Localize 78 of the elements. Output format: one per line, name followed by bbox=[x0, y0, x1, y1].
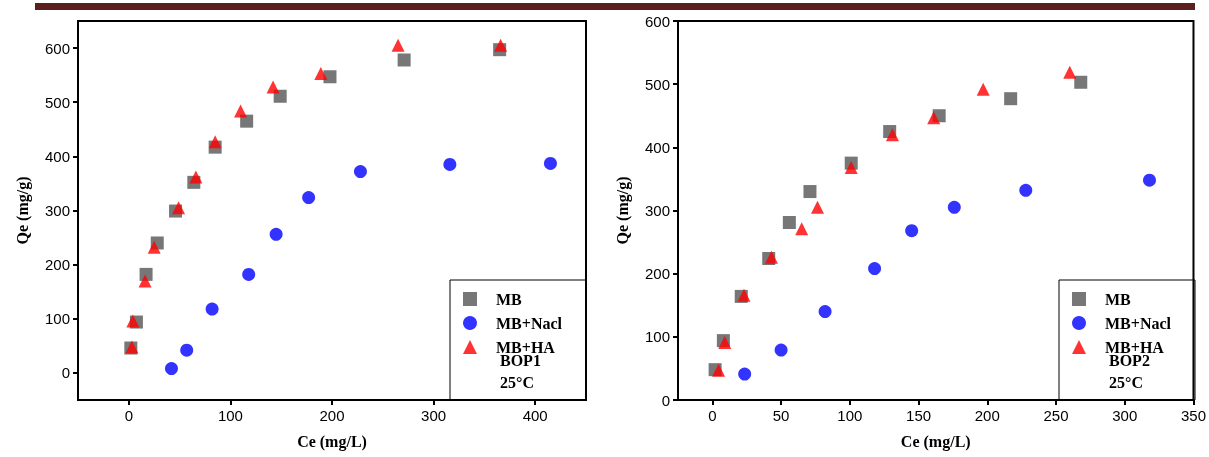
point bbox=[795, 222, 809, 236]
point bbox=[1143, 173, 1156, 187]
point bbox=[927, 111, 941, 125]
y-tick-label: 600 bbox=[644, 12, 670, 30]
point bbox=[1063, 65, 1077, 79]
y-tick-label: 300 bbox=[644, 202, 670, 219]
x-tick-label: 350 bbox=[1180, 407, 1206, 424]
y-tick-label: 200 bbox=[44, 256, 70, 274]
y-tick-label: 500 bbox=[644, 75, 670, 93]
legend-label: MB bbox=[1105, 290, 1132, 308]
point bbox=[868, 262, 882, 276]
point bbox=[494, 38, 508, 52]
point bbox=[180, 343, 194, 357]
point bbox=[712, 363, 726, 377]
point bbox=[269, 227, 283, 241]
point bbox=[353, 165, 367, 179]
x-tick-label: 300 bbox=[1112, 407, 1138, 424]
point bbox=[976, 82, 990, 96]
y-tick-label: 100 bbox=[644, 328, 670, 346]
x-tick-label: 150 bbox=[906, 407, 932, 424]
point bbox=[189, 170, 203, 184]
point bbox=[314, 67, 328, 81]
legend-label: MB+HA bbox=[496, 338, 556, 356]
point bbox=[818, 305, 832, 319]
x-tick-label: 200 bbox=[319, 407, 345, 424]
point bbox=[811, 200, 825, 214]
point bbox=[543, 156, 557, 170]
point bbox=[1019, 183, 1033, 197]
x-tick-label: 300 bbox=[421, 407, 447, 424]
point bbox=[774, 343, 788, 357]
point bbox=[164, 362, 178, 376]
point bbox=[782, 216, 796, 229]
point bbox=[844, 161, 858, 175]
y-axis-title: Qe (mg/g) bbox=[613, 176, 632, 245]
y-tick-label: 100 bbox=[44, 310, 70, 328]
point bbox=[242, 267, 256, 281]
point bbox=[947, 200, 961, 214]
y-axis-title: Qe (mg/g) bbox=[13, 176, 32, 245]
legend-label: MB+Nacl bbox=[496, 314, 563, 332]
point bbox=[240, 114, 254, 128]
annotation: 25°C bbox=[1109, 373, 1143, 391]
y-tick-label: 600 bbox=[44, 39, 70, 57]
y-tick-label: 0 bbox=[661, 391, 670, 409]
legend-label: MB+HA bbox=[1105, 338, 1165, 356]
x-tick-label: 100 bbox=[217, 407, 243, 424]
y-tick-label: 400 bbox=[644, 138, 670, 156]
point bbox=[391, 38, 405, 52]
annotation: 25°C bbox=[500, 373, 534, 391]
point bbox=[302, 191, 316, 204]
legend-label: MB+Nacl bbox=[1105, 314, 1172, 332]
point bbox=[1074, 75, 1088, 89]
y-tick-label: 400 bbox=[44, 147, 70, 165]
point bbox=[234, 104, 248, 118]
x-axis-title: Ce (mg/L) bbox=[297, 432, 367, 451]
point bbox=[397, 53, 411, 67]
point bbox=[803, 185, 817, 199]
point bbox=[147, 240, 161, 254]
point bbox=[208, 135, 222, 149]
point bbox=[266, 80, 280, 94]
y-tick-label: 200 bbox=[644, 265, 670, 283]
x-tick-label: 0 bbox=[124, 407, 133, 424]
x-tick-label: 400 bbox=[522, 407, 548, 424]
point bbox=[1004, 92, 1018, 106]
point bbox=[905, 224, 919, 238]
point bbox=[738, 367, 752, 381]
point bbox=[443, 157, 457, 171]
legend-label: MB bbox=[496, 290, 523, 308]
y-tick-label: 500 bbox=[44, 93, 70, 111]
x-tick-label: 250 bbox=[1043, 407, 1069, 424]
x-tick-label: 0 bbox=[708, 407, 717, 424]
x-axis-title: Ce (mg/L) bbox=[900, 432, 971, 451]
point bbox=[138, 274, 152, 288]
y-tick-label: 0 bbox=[61, 364, 70, 382]
x-tick-label: 50 bbox=[772, 407, 790, 424]
x-tick-label: 100 bbox=[837, 407, 863, 424]
y-tick-label: 300 bbox=[44, 202, 70, 219]
point bbox=[205, 302, 219, 316]
x-tick-label: 200 bbox=[974, 407, 1000, 424]
